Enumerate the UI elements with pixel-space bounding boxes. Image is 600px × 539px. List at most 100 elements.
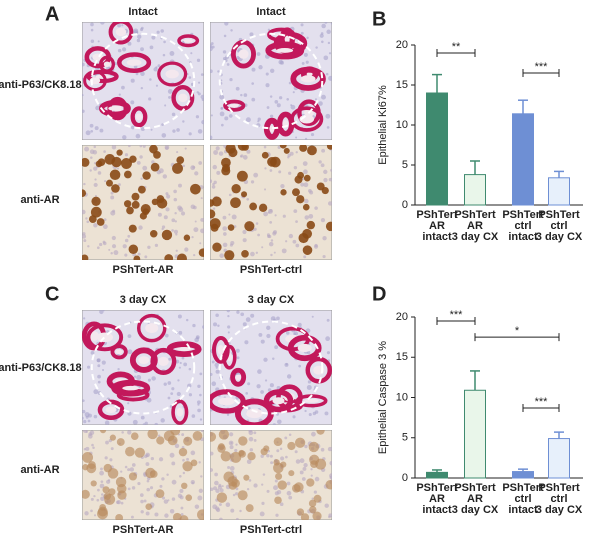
nucleus xyxy=(190,183,201,195)
texture xyxy=(235,443,238,446)
texture xyxy=(142,145,146,148)
gland xyxy=(263,389,294,413)
nucleus xyxy=(145,503,153,510)
texture xyxy=(210,114,213,117)
texture xyxy=(140,415,145,420)
texture xyxy=(222,242,228,248)
texture xyxy=(200,73,204,76)
nucleus xyxy=(303,174,311,182)
lumen xyxy=(105,406,117,413)
texture xyxy=(263,211,269,217)
column-label: Intact xyxy=(256,6,286,18)
texture xyxy=(121,85,125,90)
nucleus xyxy=(273,459,280,466)
texture xyxy=(285,455,288,459)
texture xyxy=(242,238,247,243)
texture xyxy=(327,201,332,206)
texture xyxy=(111,244,117,249)
nucleus xyxy=(91,196,101,206)
texture xyxy=(175,249,178,252)
texture xyxy=(214,480,219,486)
texture xyxy=(85,415,89,419)
texture xyxy=(266,106,270,109)
bar xyxy=(512,471,534,479)
texture xyxy=(282,214,286,218)
micrograph-content xyxy=(82,22,204,140)
texture xyxy=(210,468,214,472)
texture xyxy=(177,493,183,498)
texture xyxy=(264,167,267,170)
nucleus xyxy=(111,184,120,193)
texture xyxy=(229,466,235,471)
texture xyxy=(211,185,216,189)
y-tick-label: 10 xyxy=(396,391,408,403)
texture xyxy=(171,387,175,391)
texture xyxy=(289,151,294,156)
texture xyxy=(118,93,121,96)
texture xyxy=(264,379,268,382)
texture xyxy=(249,448,254,452)
texture xyxy=(197,129,203,134)
texture xyxy=(111,145,117,150)
lumen xyxy=(176,347,192,352)
texture xyxy=(215,366,218,369)
texture xyxy=(242,322,247,327)
texture xyxy=(127,41,132,46)
texture xyxy=(87,419,91,423)
texture xyxy=(90,22,94,27)
texture xyxy=(300,23,304,27)
texture xyxy=(310,132,315,137)
texture xyxy=(88,413,92,418)
texture xyxy=(318,160,322,164)
texture xyxy=(304,444,308,449)
x-tick-label: PShTert xyxy=(454,482,496,494)
texture xyxy=(168,96,171,99)
texture xyxy=(250,313,255,318)
texture xyxy=(328,513,332,518)
texture xyxy=(265,83,270,88)
texture xyxy=(139,145,143,148)
texture xyxy=(247,406,251,410)
texture xyxy=(286,481,291,486)
nucleus xyxy=(134,447,145,458)
texture xyxy=(311,315,314,318)
texture xyxy=(129,467,135,472)
texture xyxy=(182,120,185,123)
texture xyxy=(82,109,85,113)
nucleus xyxy=(326,145,332,150)
texture xyxy=(149,45,154,50)
texture xyxy=(182,164,186,168)
texture xyxy=(94,194,97,197)
texture xyxy=(147,378,151,382)
texture xyxy=(302,466,307,471)
texture xyxy=(90,39,95,43)
texture xyxy=(142,165,148,171)
nucleus xyxy=(128,224,137,233)
nucleus xyxy=(238,450,246,458)
texture xyxy=(99,470,104,476)
texture xyxy=(197,384,201,388)
texture xyxy=(198,488,203,493)
nucleus xyxy=(172,512,182,520)
texture xyxy=(240,93,243,97)
lumen xyxy=(246,408,263,419)
texture xyxy=(288,81,292,85)
texture xyxy=(92,446,95,450)
texture xyxy=(151,376,156,381)
x-tick-label: PShTert xyxy=(538,209,580,221)
texture xyxy=(231,214,237,220)
texture xyxy=(157,212,162,217)
texture xyxy=(160,418,165,423)
panel-label: D xyxy=(372,283,386,305)
texture xyxy=(288,433,292,437)
texture xyxy=(185,318,189,322)
texture xyxy=(87,365,91,369)
texture xyxy=(139,493,144,497)
texture xyxy=(132,419,138,425)
x-tick-label: AR xyxy=(467,220,483,232)
texture xyxy=(293,165,298,170)
texture xyxy=(304,137,308,140)
texture xyxy=(90,28,94,32)
sample-label: PShTert-ctrl xyxy=(240,524,302,536)
texture xyxy=(154,512,159,517)
